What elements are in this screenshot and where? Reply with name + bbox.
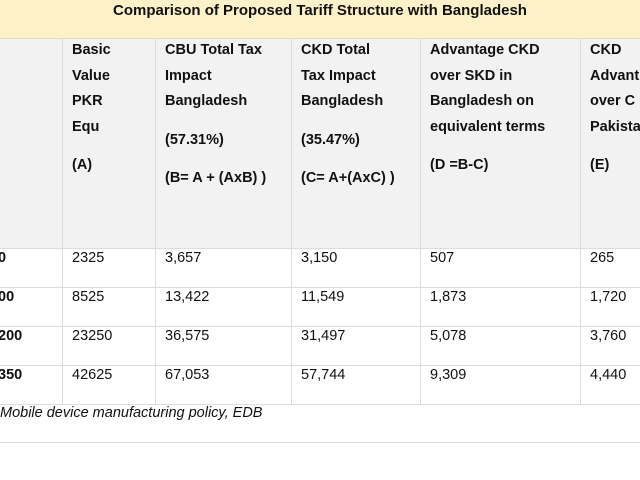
header-line: Bangladesh [165, 93, 248, 109]
column-divider [62, 39, 63, 404]
header-line: CBU Total Tax [165, 42, 262, 58]
table-cell: 0 [0, 250, 7, 266]
header-paragraph: (C= A+(AxC) ) [301, 166, 395, 192]
header-line: Basic [72, 42, 111, 58]
table-cell: 200 [0, 328, 23, 344]
table-cell: 23250 [72, 328, 113, 344]
header-paragraph: CKD Total Tax Impact Bangladesh [301, 38, 395, 115]
header-line: (57.31%) [165, 131, 224, 148]
row-divider [0, 248, 640, 249]
table-cell: 350 [0, 367, 23, 383]
header-line: PKR [72, 93, 103, 109]
table-cell: 507 [430, 250, 455, 266]
table-cell: 2325 [72, 250, 105, 266]
table-cell: 8525 [72, 289, 105, 305]
table-cell: 1,873 [430, 289, 467, 305]
header-line: CKD [590, 42, 622, 58]
header-cell: CBU Total Tax Impact Bangladesh (57.31%) (B=… [165, 38, 266, 192]
table-cell: 13,422 [165, 289, 210, 305]
header-paragraph: (B= A + (AxB) ) [165, 166, 266, 192]
table-cell: 36,575 [165, 328, 210, 344]
header-line: (D =B-C) [430, 157, 489, 173]
header-line: (35.47%) [301, 131, 360, 148]
table-cell: 1,720 [590, 289, 627, 305]
header-line: equivalent terms [430, 118, 546, 135]
table-cell: 265 [590, 250, 615, 266]
table-title: Comparison of Proposed Tariff Structure … [0, 0, 640, 39]
header-line: (C= A+(AxC) ) [301, 170, 395, 186]
table-cell: 3,760 [590, 328, 627, 344]
header-line: Tax Impact [301, 67, 376, 84]
header-line: (A) [72, 157, 93, 173]
header-cell: CKD Total Tax Impact Bangladesh (35.47%) (C=… [301, 38, 395, 192]
header-cell: Advantage CKD over SKD in Bangladesh on equ… [430, 38, 545, 179]
table-cell: 00 [0, 289, 15, 305]
column-divider [155, 39, 156, 404]
header-line: (E) [590, 157, 610, 173]
table-cell: 67,053 [165, 367, 210, 383]
column-divider [420, 39, 421, 404]
row-divider [0, 326, 640, 327]
table-cell: 3,150 [301, 250, 338, 266]
table-cell: 11,549 [301, 289, 345, 305]
header-line: Pakista [590, 118, 640, 135]
header-line: CKD Total [301, 42, 371, 58]
header-line: Value [72, 67, 110, 84]
header-paragraph: Advantage CKD over SKD in Bangladesh on equ… [430, 38, 545, 140]
header-paragraph: CKD Advant over C Pakista [590, 38, 640, 140]
header-paragraph: (A) [72, 153, 111, 179]
table-cell: 57,744 [301, 367, 346, 383]
table-cell: 5,078 [430, 328, 467, 344]
header-paragraph: (D =B-C) [430, 153, 545, 179]
header-line: Bangladesh on [430, 93, 534, 109]
header-line: Advant [590, 67, 640, 84]
table-cell: 3,657 [165, 250, 202, 266]
header-line: over SKD in [430, 67, 513, 84]
header-paragraph: CBU Total Tax Impact Bangladesh [165, 38, 266, 115]
table-cell: 4,440 [590, 367, 627, 383]
table-cell: 9,309 [430, 367, 467, 383]
row-divider [0, 287, 640, 288]
column-divider [580, 39, 581, 404]
column-divider [291, 39, 292, 404]
table-cell: 42625 [72, 367, 113, 383]
row-divider [0, 404, 640, 405]
header-cell: Basic Value PKR Equ (A) [72, 38, 111, 179]
header-paragraph: (57.31%) [165, 128, 266, 154]
header-line: over C [590, 93, 636, 109]
rule [0, 442, 640, 443]
row-divider [0, 365, 640, 366]
header-cell: CKD Advant over C Pakista (E) [590, 38, 640, 179]
header-paragraph: (E) [590, 153, 640, 179]
table-cell: 31,497 [301, 328, 346, 344]
source-note: Mobile device manufacturing policy, EDB [0, 405, 263, 421]
header-line: Bangladesh [301, 93, 384, 109]
header-line: Equ [72, 118, 100, 135]
header-line: Impact [165, 67, 212, 84]
header-line: Advantage CKD [430, 42, 540, 58]
header-paragraph: (35.47%) [301, 128, 395, 154]
header-row [0, 39, 640, 248]
header-paragraph: Basic Value PKR Equ [72, 38, 111, 140]
header-line: (B= A + (AxB) ) [165, 170, 267, 186]
